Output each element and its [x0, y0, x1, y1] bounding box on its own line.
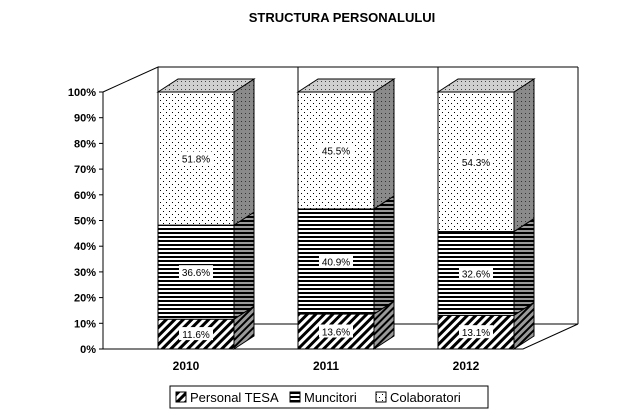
data-label-bg [179, 327, 213, 341]
y-tick-label: 80% [74, 138, 96, 150]
data-label-bg [459, 154, 493, 168]
left-wall [102, 66, 159, 349]
data-label-bg [459, 266, 493, 280]
legend-box [169, 385, 489, 409]
y-tick-label: 10% [74, 318, 96, 330]
data-label: 45.5% [322, 146, 350, 157]
bar-side [373, 195, 395, 315]
bar-side [373, 78, 395, 210]
y-tick-label: 0% [80, 344, 96, 356]
bar-side [513, 78, 535, 233]
bar-side [233, 211, 255, 321]
legend-swatch [175, 391, 187, 403]
bars [156, 78, 536, 350]
data-label: 36.6% [182, 268, 210, 279]
y-tick-label: 100% [68, 87, 96, 99]
legend-swatch [289, 391, 301, 403]
y-tick-label: 20% [74, 293, 96, 305]
bar-side [233, 78, 255, 227]
bar-segment-muncitori [437, 217, 535, 317]
y-tick-label: 60% [74, 190, 96, 202]
data-label: 11.6% [182, 330, 210, 341]
data-label: 13.6% [322, 328, 350, 339]
bar-segment-colaboratori [436, 78, 536, 233]
data-label-bg [319, 324, 353, 338]
bar-top [296, 78, 396, 93]
bar-side [513, 217, 535, 317]
x-category-label: 2011 [313, 359, 339, 373]
data-label: 40.9% [322, 257, 350, 268]
data-label-bg [319, 143, 353, 157]
legend-label: Muncitori [304, 390, 357, 405]
legend-label: Colaboratori [390, 390, 461, 405]
legend: Personal TESA Muncitori Colaboratori [169, 385, 489, 409]
data-label-bg [319, 254, 353, 268]
data-label: 51.8% [182, 155, 210, 166]
data-label-bg [179, 151, 213, 165]
bar-top [156, 78, 256, 93]
legend-swatch [375, 391, 387, 403]
y-tick-label: 70% [74, 164, 96, 176]
data-labels: 11.6% 36.6% 51.8% 13.6% 40.9% 45.5% 13.1% 32.6%… [179, 143, 493, 341]
x-axis-categories: 2010 2011 2012 [173, 359, 480, 373]
y-tick-label: 90% [74, 113, 96, 125]
legend-label: Personal TESA [190, 390, 279, 405]
x-category-label: 2012 [453, 359, 480, 373]
y-tick-label: 50% [74, 216, 96, 228]
data-label: 54.3% [462, 158, 490, 169]
bar-segment-personal-tesa [157, 305, 255, 350]
bar-top [436, 78, 536, 93]
y-tick-label: 30% [74, 267, 96, 279]
y-axis-ticks: 0% 10% 20% 30% 40% 50% 60% 70% 80% 90% 100% [68, 87, 103, 356]
y-tick-label: 40% [74, 241, 96, 253]
data-label-bg [459, 325, 493, 339]
x-category-label: 2010 [173, 359, 200, 373]
data-label-bg [179, 265, 213, 279]
bar-segment-muncitori [157, 211, 255, 321]
data-label: 32.6% [462, 269, 490, 280]
chart-title: STRUCTURA PERSONALULUI [249, 10, 436, 25]
data-label: 13.1% [462, 328, 490, 339]
